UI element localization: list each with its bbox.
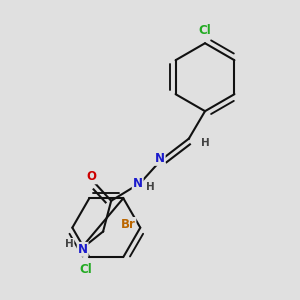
Text: Cl: Cl: [80, 263, 92, 276]
Text: O: O: [87, 170, 97, 183]
Text: N: N: [155, 152, 165, 165]
Text: H: H: [65, 239, 74, 249]
Text: H: H: [201, 138, 209, 148]
Text: Cl: Cl: [199, 24, 212, 38]
Text: H: H: [146, 182, 155, 192]
Text: N: N: [78, 243, 88, 256]
Text: Br: Br: [121, 218, 135, 231]
Text: N: N: [133, 176, 143, 190]
